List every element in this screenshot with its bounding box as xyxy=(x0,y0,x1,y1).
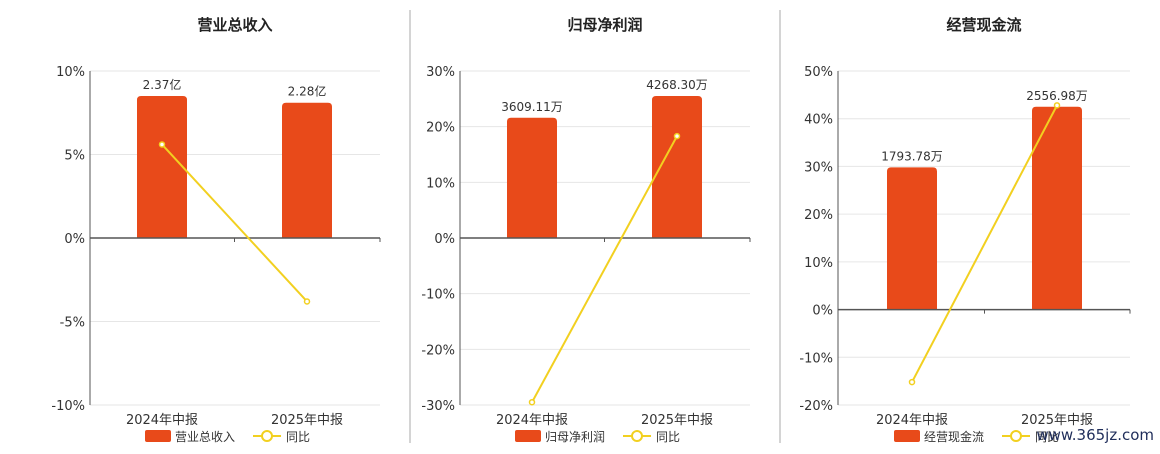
y-tick-label: 10% xyxy=(426,176,455,191)
legend-line-label: 同比 xyxy=(286,430,310,444)
y-tick-label: 40% xyxy=(804,113,833,128)
x-tick-label: 2024年中报 xyxy=(876,413,948,428)
legend-line-marker xyxy=(1010,430,1022,442)
y-tick-label: 0% xyxy=(812,304,833,319)
bar xyxy=(652,96,702,238)
bar-data-label: 4268.30万 xyxy=(646,78,708,92)
y-tick-label: 30% xyxy=(426,65,455,80)
bar xyxy=(1032,106,1082,310)
y-tick-label: -5% xyxy=(60,316,85,331)
legend-line-marker xyxy=(261,430,273,442)
y-tick-label: 5% xyxy=(64,149,85,164)
chart-panel-1: 营业总收入 -10% -5% 0% 5% 10% 2.37亿 2.28亿 2024年中报 2025… xyxy=(51,16,381,444)
bar-data-label: 1793.78万 xyxy=(881,149,943,163)
yoy-point xyxy=(303,298,311,305)
y-tick-label: -10% xyxy=(51,399,85,414)
chart-title: 归母净利润 xyxy=(567,16,642,34)
legend-bar-label: 归母净利润 xyxy=(545,430,605,444)
legend: 经营现金流 同比 xyxy=(894,429,1059,444)
legend-bar-swatch xyxy=(894,430,920,442)
y-tick-label: 20% xyxy=(426,121,455,136)
x-tick-label: 2024年中报 xyxy=(496,413,568,428)
bar xyxy=(282,102,332,238)
yoy-point xyxy=(673,132,681,140)
legend-line-marker xyxy=(631,430,643,442)
chart-panel-2: 归母净利润 -30% -20% -10% 0% 10% 20% 30% 3609.11万 4268… xyxy=(421,16,751,444)
y-tick-label: 30% xyxy=(804,160,833,175)
bar xyxy=(887,167,937,310)
legend-bar-label: 营业总收入 xyxy=(175,430,235,444)
y-tick-label: -20% xyxy=(421,343,455,358)
y-tick-label: 0% xyxy=(434,232,455,247)
watermark: www.365jz.com xyxy=(1036,426,1154,444)
x-tick-label: 2024年中报 xyxy=(126,413,198,428)
y-tick-label: 50% xyxy=(804,65,833,80)
y-tick-label: -10% xyxy=(799,351,833,366)
legend-line-label: 同比 xyxy=(1035,430,1059,444)
legend: 归母净利润 同比 xyxy=(515,430,680,444)
legend-bar-swatch xyxy=(515,430,541,442)
y-tick-label: -30% xyxy=(421,399,455,414)
legend-line-label: 同比 xyxy=(656,430,680,444)
y-tick-label: -20% xyxy=(799,399,833,414)
yoy-line xyxy=(531,135,678,403)
legend-bar-swatch xyxy=(145,430,171,442)
y-tick-label: 20% xyxy=(804,208,833,223)
chart-title: 经营现金流 xyxy=(946,16,1021,34)
y-tick-label: 10% xyxy=(56,65,85,80)
bar-data-label: 3609.11万 xyxy=(501,100,563,114)
yoy-point xyxy=(158,141,166,148)
x-tick-label: 2025年中报 xyxy=(1021,413,1093,428)
y-tick-label: 0% xyxy=(64,232,85,247)
x-tick-label: 2025年中报 xyxy=(271,413,343,428)
bar-data-label: 2556.98万 xyxy=(1026,89,1088,103)
bar-data-label: 2.28亿 xyxy=(288,84,327,99)
yoy-point xyxy=(908,378,916,386)
chart-panel-3: 经营现金流 -20% -10% 0% 10% 20% 30% 40% 50% 1793.78万 25… xyxy=(799,16,1131,444)
y-tick-label: 10% xyxy=(804,256,833,271)
yoy-line xyxy=(161,143,308,303)
bar xyxy=(507,117,557,238)
chart-title: 营业总收入 xyxy=(197,16,272,34)
bar xyxy=(137,96,187,238)
yoy-point xyxy=(528,398,536,406)
yoy-line xyxy=(911,104,1058,383)
yoy-point xyxy=(1053,102,1061,109)
y-tick-label: -10% xyxy=(421,288,455,303)
bar-data-label: 2.37亿 xyxy=(143,77,182,92)
x-tick-label: 2025年中报 xyxy=(641,413,713,428)
legend-bar-label: 经营现金流 xyxy=(924,429,984,444)
legend: 营业总收入 同比 xyxy=(145,430,310,444)
